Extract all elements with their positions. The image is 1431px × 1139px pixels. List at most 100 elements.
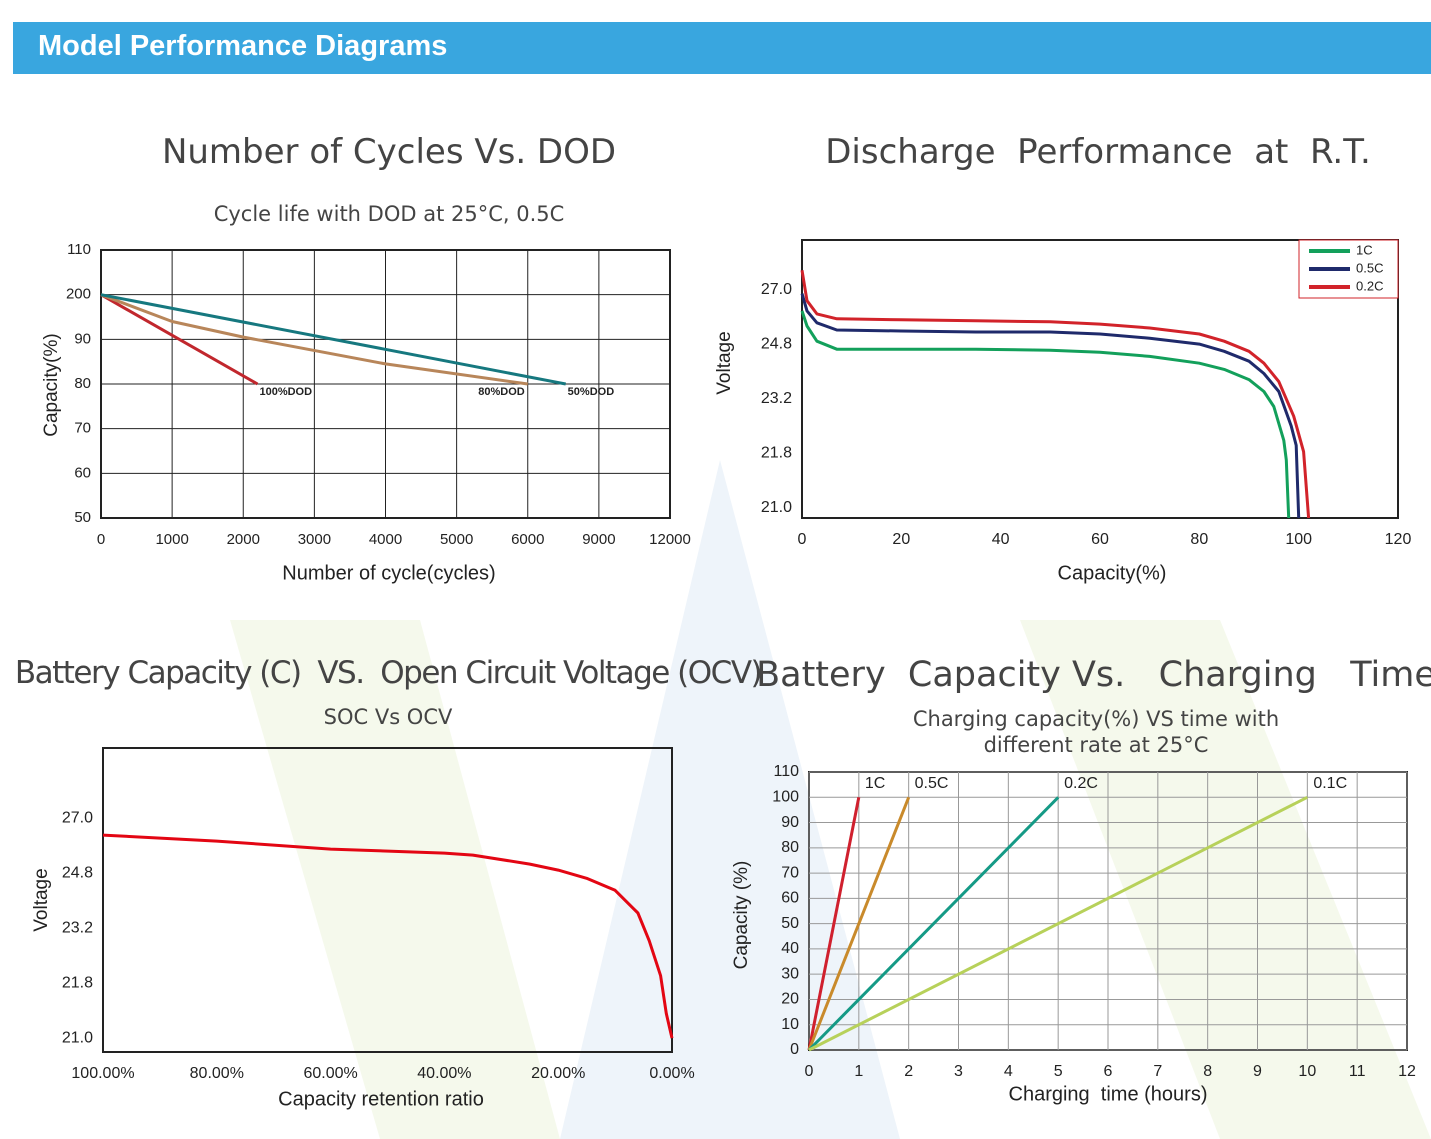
y-tick-label: 60 xyxy=(781,890,799,907)
x-tick-label: 5 xyxy=(1054,1063,1063,1080)
x-tick-label: 9 xyxy=(1253,1063,1262,1080)
series-label: 0.1C xyxy=(1313,775,1347,792)
y-tick-label: 23.2 xyxy=(62,919,93,936)
y-tick-label: 110 xyxy=(67,241,91,258)
x-tick-label: 120 xyxy=(1385,531,1412,548)
y-tick-label: 21.8 xyxy=(62,974,93,991)
line xyxy=(808,795,1308,1052)
line xyxy=(100,293,566,386)
y-tick-label: 80 xyxy=(74,375,91,392)
x-tick-label: 3 xyxy=(954,1063,963,1080)
legend-label: 0.5C xyxy=(1356,260,1383,275)
x-tick-label: 10 xyxy=(1298,1063,1316,1080)
x-tick-label: 0 xyxy=(97,531,105,548)
x-tick-label: 80.00% xyxy=(190,1065,244,1082)
x-tick-label: 0.00% xyxy=(649,1065,694,1082)
x-tick-label: 12 xyxy=(1398,1063,1416,1080)
y-tick-label: 50 xyxy=(781,915,799,932)
x-tick-label: 0 xyxy=(805,1063,814,1080)
y-axis-label: Capacity(%) xyxy=(41,333,62,436)
x-tick-label: 100 xyxy=(1285,531,1312,548)
x-tick-label: 1 xyxy=(854,1063,863,1080)
y-tick-label: 110 xyxy=(773,763,799,780)
y-tick-label: 21.0 xyxy=(761,499,792,516)
y-tick-label: 90 xyxy=(781,814,799,831)
x-tick-label: 4 xyxy=(1004,1063,1013,1080)
y-tick-label: 60 xyxy=(74,464,91,481)
x-tick-label: 0 xyxy=(798,531,807,548)
chart-subtitle: SOC Vs OCV xyxy=(323,705,453,729)
y-tick-label: 30 xyxy=(781,965,799,982)
y-axis-label: Voltage xyxy=(714,331,735,394)
y-axis-label: Capacity (%) xyxy=(731,861,752,970)
x-tick-label: 11 xyxy=(1349,1063,1366,1080)
legend-label: 1C xyxy=(1356,242,1373,257)
line xyxy=(807,796,1060,1052)
chart-title: Discharge Performance at R.T. xyxy=(825,132,1371,172)
x-tick-label: 9000 xyxy=(582,531,615,548)
chart-title: Number of Cycles Vs. DOD xyxy=(161,132,617,172)
line xyxy=(807,796,911,1051)
x-tick-label: 7 xyxy=(1153,1063,1162,1080)
plot-area xyxy=(102,747,673,1053)
x-tick-label: 4000 xyxy=(369,531,402,548)
plot-area xyxy=(801,239,1399,519)
series-label: 100%DOD xyxy=(259,386,312,398)
chart-title: Battery Capacity Vs. Charging Time xyxy=(756,655,1431,695)
y-tick-label: 21.0 xyxy=(62,1029,93,1046)
x-tick-label: 8 xyxy=(1203,1063,1212,1080)
x-tick-label: 1000 xyxy=(155,531,188,548)
x-tick-label: 100.00% xyxy=(71,1065,134,1082)
y-tick-label: 50 xyxy=(74,509,91,526)
y-tick-label: 80 xyxy=(781,839,799,856)
series-label: 0.2C xyxy=(1064,775,1098,792)
series-label: 0.5C xyxy=(915,775,949,792)
line xyxy=(800,269,1311,519)
watermark xyxy=(230,620,560,1139)
chart-title: Battery Capacity (C) VS. Open Circuit Vo… xyxy=(14,655,763,691)
x-tick-label: 2 xyxy=(904,1063,913,1080)
series-label: 1C xyxy=(865,775,885,792)
chart-subtitle: Charging capacity(%) VS time with differ… xyxy=(912,707,1280,757)
x-tick-label: 2000 xyxy=(227,531,260,548)
line xyxy=(807,797,861,1051)
x-axis-label: Capacity retention ratio xyxy=(278,1088,484,1110)
x-tick-label: 3000 xyxy=(298,531,331,548)
series-label: 50%DOD xyxy=(568,386,615,398)
x-tick-label: 60.00% xyxy=(303,1065,357,1082)
y-tick-label: 10 xyxy=(781,1016,799,1033)
line xyxy=(800,310,1291,519)
y-tick-label: 0 xyxy=(790,1041,799,1058)
y-tick-label: 27.0 xyxy=(761,281,792,298)
y-tick-label: 27.0 xyxy=(62,809,93,826)
header-bar: Model Performance Diagrams xyxy=(13,22,1431,74)
y-tick-label: 70 xyxy=(781,864,799,881)
y-tick-label: 20 xyxy=(781,991,799,1008)
header-title: Model Performance Diagrams xyxy=(38,30,448,62)
watermark xyxy=(560,460,900,1139)
x-tick-label: 80 xyxy=(1190,531,1208,548)
x-tick-label: 20.00% xyxy=(531,1065,585,1082)
line xyxy=(100,293,529,386)
x-tick-label: 6 xyxy=(1104,1063,1113,1080)
series-label: 80%DOD xyxy=(478,386,525,398)
legend-label: 0.2C xyxy=(1356,278,1383,293)
y-tick-label: 70 xyxy=(74,420,91,437)
y-tick-label: 23.2 xyxy=(761,390,792,407)
chart-subtitle: Cycle life with DOD at 25°C, 0.5C xyxy=(213,202,565,226)
line xyxy=(100,293,259,386)
watermark xyxy=(1020,620,1431,1139)
y-tick-label: 21.8 xyxy=(761,444,792,461)
y-tick-label: 90 xyxy=(74,330,91,347)
y-tick-label: 24.8 xyxy=(761,335,792,352)
y-tick-label: 24.8 xyxy=(62,864,93,881)
x-tick-label: 20 xyxy=(892,531,910,548)
y-tick-label: 200 xyxy=(66,286,91,303)
y-axis-label: Voltage xyxy=(31,868,52,931)
line xyxy=(102,833,674,1039)
x-axis-label: Number of cycle(cycles) xyxy=(282,562,495,584)
x-tick-label: 40 xyxy=(992,531,1010,548)
y-tick-label: 40 xyxy=(781,940,799,957)
